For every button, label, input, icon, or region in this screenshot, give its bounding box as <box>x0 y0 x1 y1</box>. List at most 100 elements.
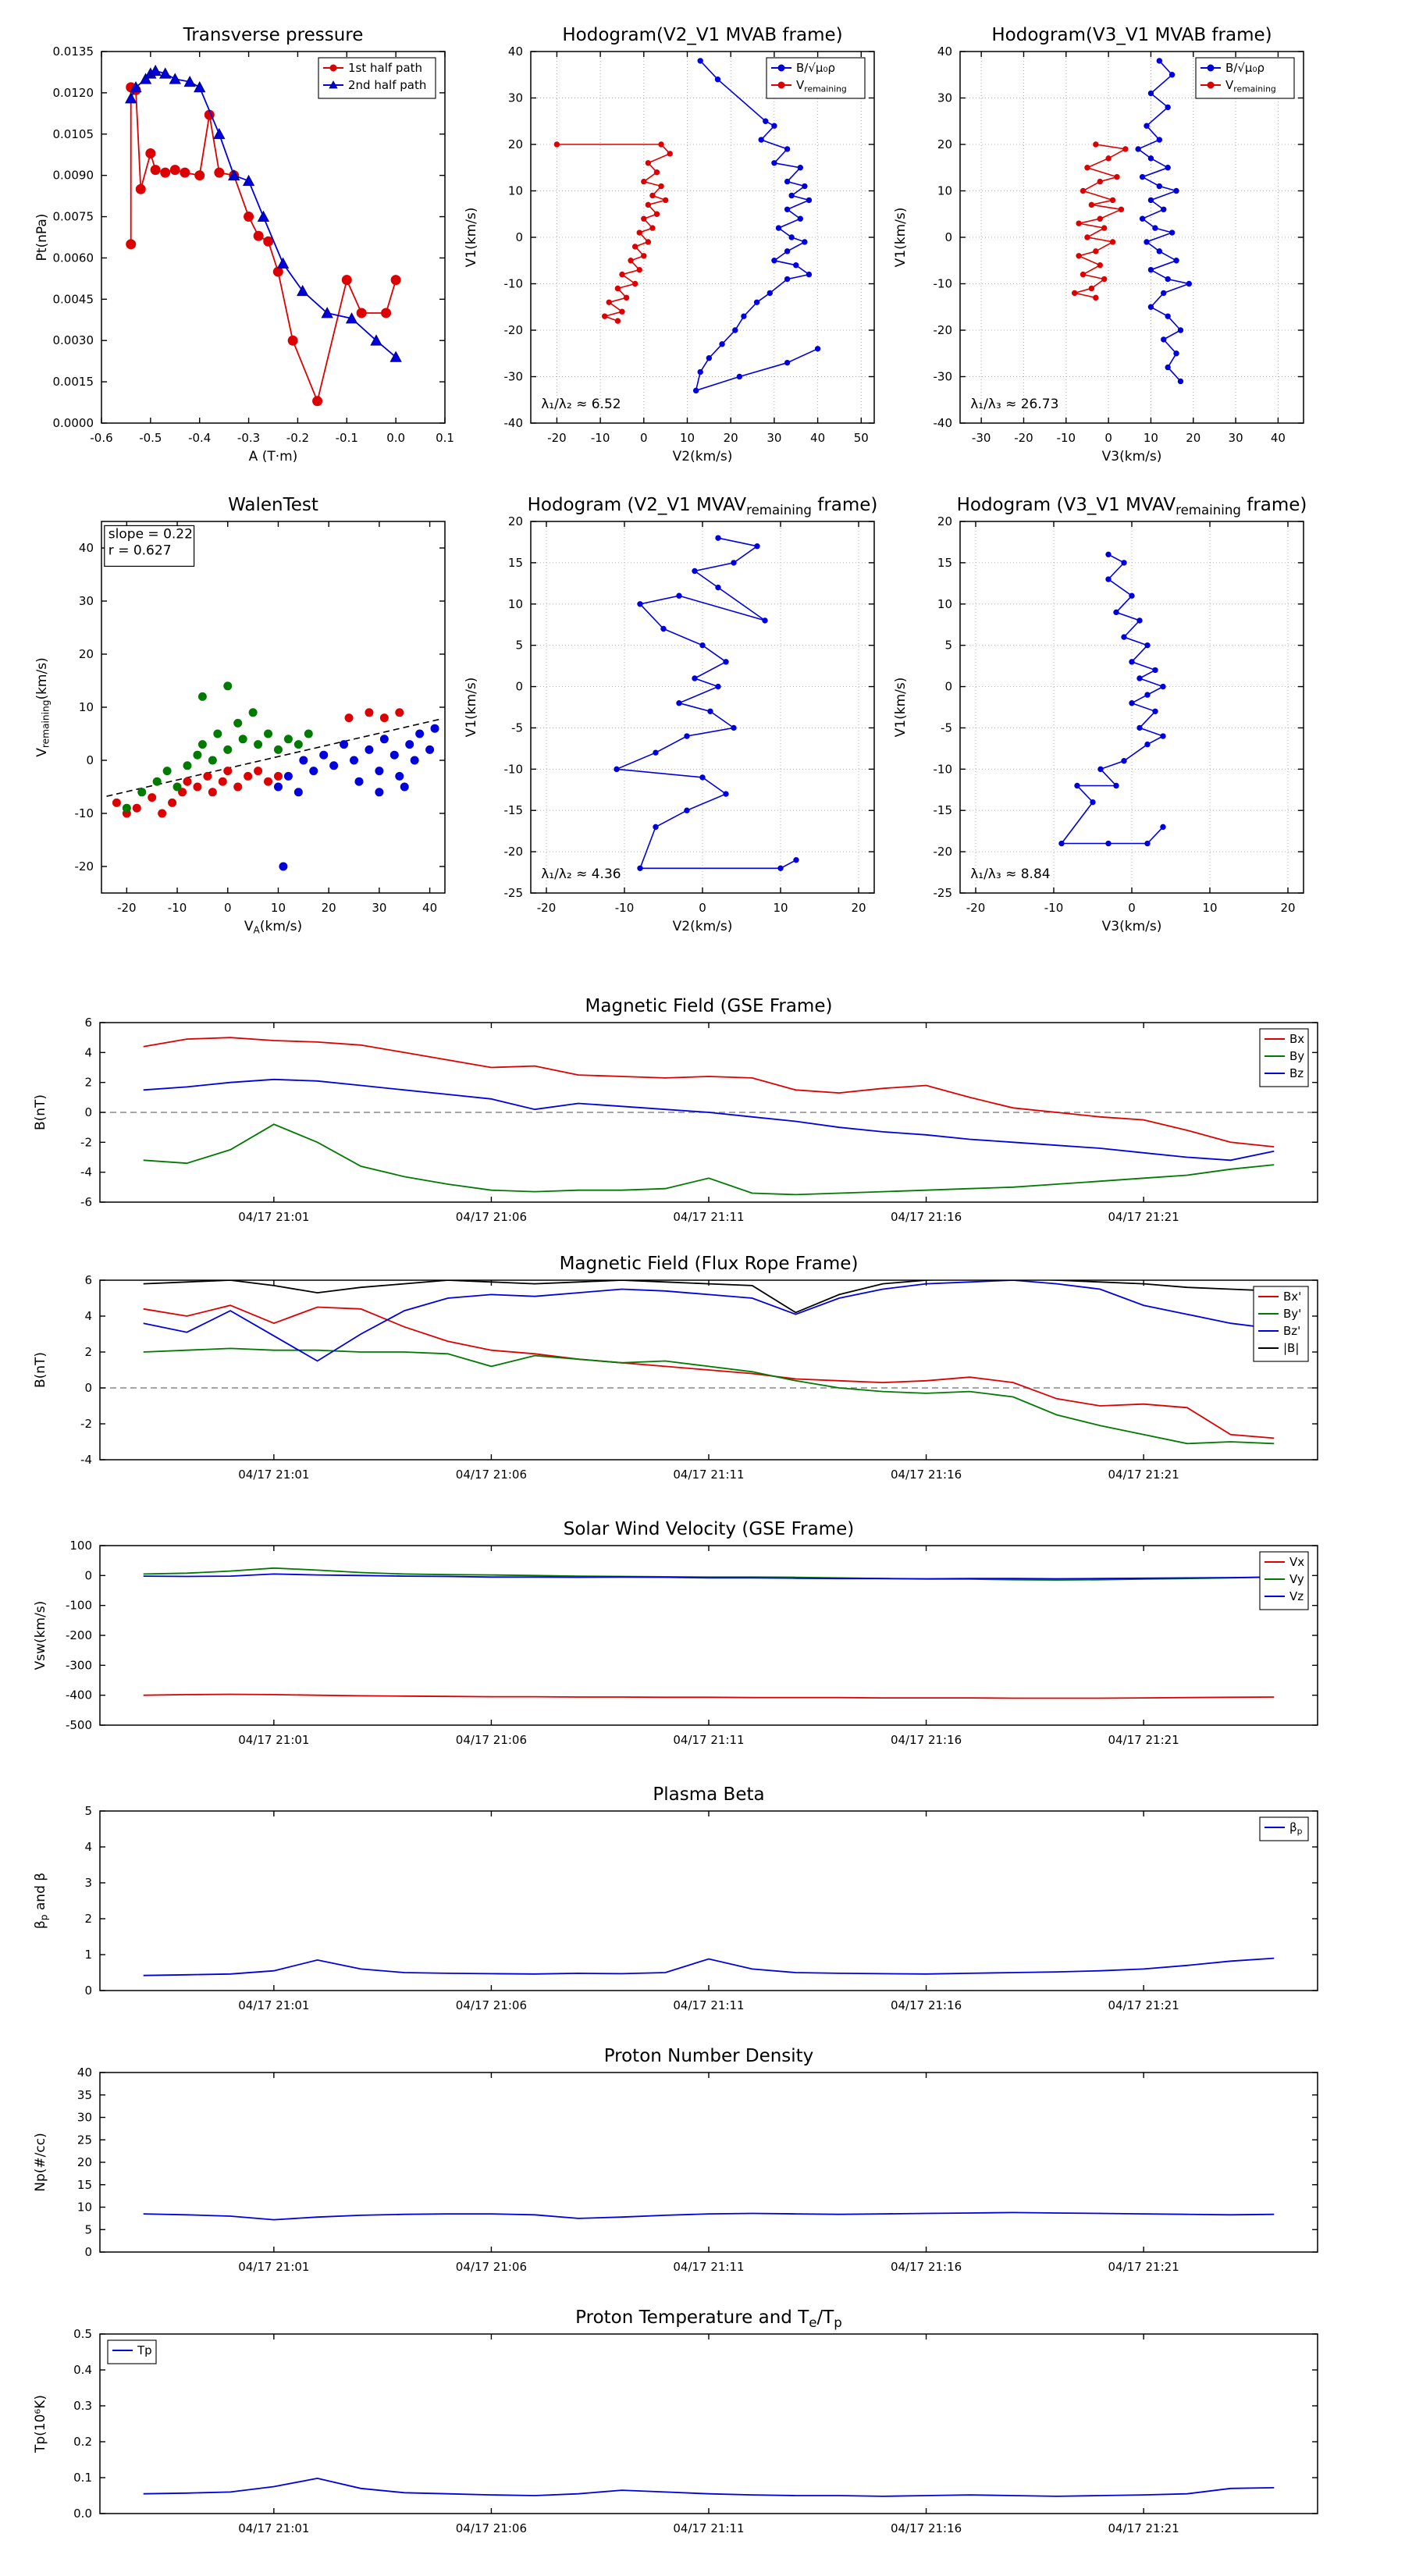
svg-text:5: 5 <box>515 639 523 653</box>
svg-text:Bz': Bz' <box>1283 1324 1300 1338</box>
svg-text:0: 0 <box>84 2245 92 2259</box>
chart-proton-density: 04/17 21:01 04/17 21:06 04/17 21:11 04/17 2… <box>26 2040 1333 2296</box>
svg-text:B/√μ₀ρ: B/√μ₀ρ <box>796 61 835 75</box>
svg-text:0: 0 <box>515 680 523 694</box>
svg-text:0.5: 0.5 <box>73 2327 92 2341</box>
svg-text:-20: -20 <box>537 901 557 915</box>
svg-text:10: 10 <box>937 184 952 198</box>
svg-text:Vremaining(km/s): Vremaining(km/s) <box>34 657 52 756</box>
svg-text:2: 2 <box>84 1912 92 1926</box>
chart-magnetic-field-gse: 04/17 21:01 04/17 21:06 04/17 21:11 04/17 2… <box>26 990 1333 1246</box>
svg-text:20: 20 <box>937 137 952 151</box>
svg-text:Vy: Vy <box>1289 1572 1304 1586</box>
svg-text:Transverse pressure: Transverse pressure <box>183 25 364 45</box>
svg-text:04/17 21:11: 04/17 21:11 <box>673 1998 744 2012</box>
svg-text:04/17 21:16: 04/17 21:16 <box>891 1210 962 1224</box>
svg-text:0: 0 <box>84 1568 92 1582</box>
svg-text:-200: -200 <box>66 1628 92 1642</box>
svg-text:40: 40 <box>422 901 437 915</box>
svg-text:0.0135: 0.0135 <box>53 44 94 59</box>
svg-text:0: 0 <box>224 901 232 915</box>
svg-text:30: 30 <box>508 91 523 105</box>
svg-text:Vx: Vx <box>1289 1555 1304 1569</box>
svg-text:Pt(nPa): Pt(nPa) <box>34 214 50 262</box>
svg-text:20: 20 <box>724 431 738 445</box>
svg-text:04/17 21:21: 04/17 21:21 <box>1108 1210 1179 1224</box>
svg-text:-5: -5 <box>511 720 523 735</box>
svg-text:Np(#/cc): Np(#/cc) <box>33 2133 48 2191</box>
svg-text:λ₁/λ₃ ≈ 8.84: λ₁/λ₃ ≈ 8.84 <box>970 866 1050 882</box>
svg-text:04/17 21:01: 04/17 21:01 <box>238 1468 309 1482</box>
svg-text:30: 30 <box>937 91 952 105</box>
svg-text:Vz: Vz <box>1289 1589 1304 1603</box>
svg-text:04/17 21:21: 04/17 21:21 <box>1108 1733 1179 1747</box>
svg-text:βp: βp <box>1289 1820 1303 1836</box>
svg-text:20: 20 <box>77 2155 92 2169</box>
svg-text:B(nT): B(nT) <box>33 1094 48 1130</box>
svg-text:0: 0 <box>84 1984 92 1998</box>
svg-text:04/17 21:01: 04/17 21:01 <box>238 2260 309 2274</box>
svg-text:5: 5 <box>84 1804 92 1818</box>
svg-text:Hodogram (V2_V1 MVAVremaining: Hodogram (V2_V1 MVAVremaining frame) <box>528 495 878 518</box>
svg-text:40: 40 <box>810 431 825 445</box>
svg-text:A (T·m): A (T·m) <box>249 449 298 464</box>
svg-text:-20: -20 <box>504 323 524 337</box>
svg-text:V1(km/s): V1(km/s) <box>464 208 479 268</box>
svg-text:Bx: Bx <box>1289 1032 1304 1046</box>
svg-text:10: 10 <box>1202 901 1217 915</box>
svg-text:04/17 21:21: 04/17 21:21 <box>1108 1468 1179 1482</box>
svg-text:-10: -10 <box>591 431 610 445</box>
svg-text:-10: -10 <box>1057 431 1076 445</box>
svg-text:04/17 21:16: 04/17 21:16 <box>891 1998 962 2012</box>
svg-text:-25: -25 <box>934 886 953 900</box>
svg-text:04/17 21:06: 04/17 21:06 <box>456 1998 527 2012</box>
svg-text:20: 20 <box>508 514 523 528</box>
svg-text:0.2: 0.2 <box>73 2435 92 2449</box>
svg-text:0: 0 <box>86 753 94 767</box>
svg-text:20: 20 <box>851 901 866 915</box>
svg-text:04/17 21:11: 04/17 21:11 <box>673 2521 744 2535</box>
svg-text:-30: -30 <box>934 370 953 384</box>
svg-text:0.0045: 0.0045 <box>53 292 94 306</box>
svg-text:35: 35 <box>77 2088 92 2102</box>
svg-text:Vremaining: Vremaining <box>796 78 847 94</box>
svg-text:30: 30 <box>79 594 94 608</box>
svg-text:-300: -300 <box>66 1658 92 1672</box>
svg-text:04/17 21:06: 04/17 21:06 <box>456 1468 527 1482</box>
svg-text:4: 4 <box>84 1840 92 1854</box>
svg-text:V2(km/s): V2(km/s) <box>673 919 733 934</box>
svg-text:0: 0 <box>699 901 706 915</box>
svg-text:30: 30 <box>1229 431 1243 445</box>
svg-text:04/17 21:11: 04/17 21:11 <box>673 1210 744 1224</box>
svg-text:Bx': Bx' <box>1283 1290 1301 1304</box>
svg-text:λ₁/λ₂ ≈ 4.36: λ₁/λ₂ ≈ 4.36 <box>541 866 621 882</box>
svg-text:V1(km/s): V1(km/s) <box>893 208 909 268</box>
svg-text:0: 0 <box>515 230 523 244</box>
svg-text:Tp: Tp <box>137 2343 152 2357</box>
svg-text:20: 20 <box>322 901 336 915</box>
svg-text:3: 3 <box>84 1876 92 1890</box>
chart-solar-wind-velocity: 04/17 21:01 04/17 21:06 04/17 21:11 04/17 2… <box>26 1513 1333 1769</box>
svg-text:04/17 21:11: 04/17 21:11 <box>673 1468 744 1482</box>
svg-text:|B|: |B| <box>1283 1341 1299 1355</box>
svg-text:25: 25 <box>77 2133 92 2147</box>
svg-text:2nd half path: 2nd half path <box>348 78 426 92</box>
svg-text:-4: -4 <box>80 1453 92 1467</box>
svg-text:Plasma Beta: Plasma Beta <box>653 1784 764 1805</box>
svg-text:λ₁/λ₂ ≈ 6.52: λ₁/λ₂ ≈ 6.52 <box>541 397 621 412</box>
svg-text:-20: -20 <box>934 845 953 859</box>
svg-text:0.0120: 0.0120 <box>53 86 94 100</box>
svg-text:15: 15 <box>937 556 952 570</box>
svg-text:30: 30 <box>77 2111 92 2125</box>
svg-text:40: 40 <box>77 2065 92 2080</box>
svg-text:-10: -10 <box>75 806 94 820</box>
svg-text:04/17 21:16: 04/17 21:16 <box>891 2521 962 2535</box>
svg-text:Magnetic Field (GSE Frame): Magnetic Field (GSE Frame) <box>585 996 833 1016</box>
svg-text:Solar Wind Velocity (GSE Frame: Solar Wind Velocity (GSE Frame) <box>564 1519 854 1539</box>
svg-text:-20: -20 <box>547 431 567 445</box>
svg-text:15: 15 <box>508 556 523 570</box>
svg-text:10: 10 <box>271 901 286 915</box>
svg-text:10: 10 <box>680 431 695 445</box>
chart-hodogram-v3v1-mvab: -30 -20 -10 0 10 20 30 40 -40 -30 -20 -10 0 10 20 30 40 H… <box>886 19 1319 467</box>
svg-text:-0.2: -0.2 <box>286 431 309 445</box>
